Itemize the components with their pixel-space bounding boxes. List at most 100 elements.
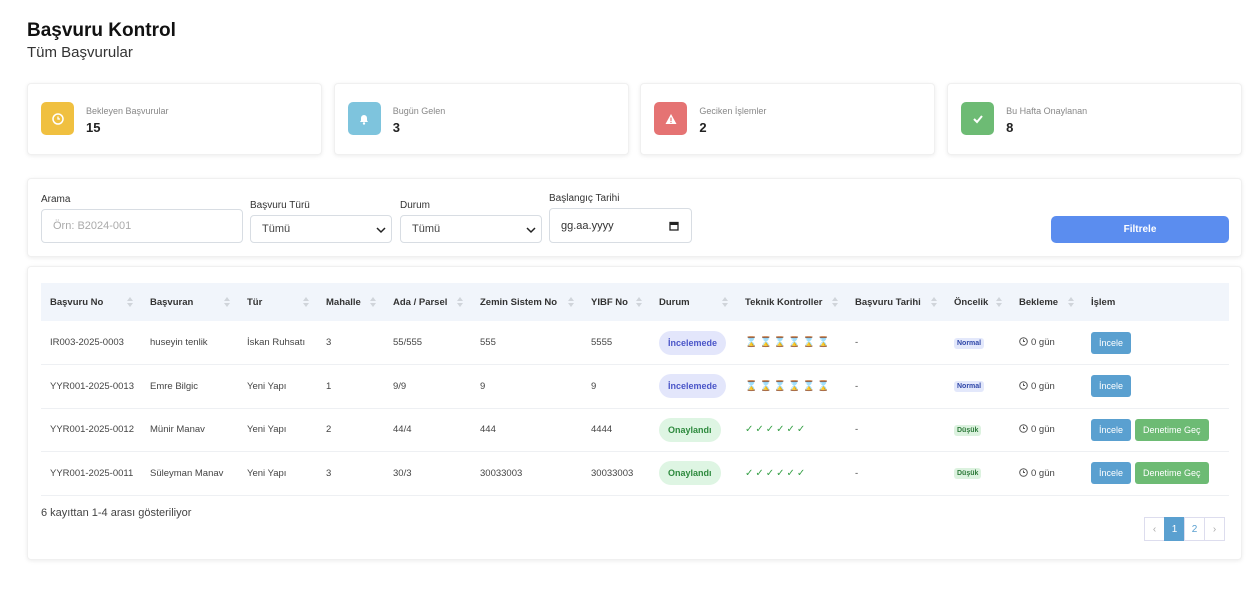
sort-icon[interactable]: [931, 297, 937, 307]
technical-checks: ⌛⌛⌛⌛⌛⌛: [745, 380, 832, 392]
column-title: Teknik Kontroller: [745, 296, 823, 308]
table-cell: 444: [471, 408, 582, 452]
date-cell: -: [846, 364, 945, 409]
table-cell: 9/9: [384, 364, 471, 409]
icon-glyph: [51, 112, 64, 125]
header-row: Başvuru No Başvuran Tür Mahalle Ada / Parsel…: [41, 283, 1229, 321]
table-row: YYR001-2025-0011 Süleyman Manav Yeni Yapı 3…: [41, 451, 1229, 496]
wait-text: 0 gün: [1031, 424, 1055, 436]
status-pill: Onaylandı: [659, 417, 721, 442]
filter-button[interactable]: Filtrele: [1051, 216, 1229, 243]
select-value: Tümü: [262, 223, 291, 235]
action-button[interactable]: İncele: [1091, 331, 1132, 354]
column-title: Tür: [247, 296, 263, 308]
column-title: Başvuru No: [50, 296, 104, 308]
table-card: Başvuru No Başvuran Tür Mahalle Ada / Parsel…: [27, 266, 1242, 560]
table-cell: YYR001-2025-0013: [41, 364, 141, 409]
status-pill: İncelemede: [659, 330, 727, 355]
table-cell: YYR001-2025-0012: [41, 408, 141, 452]
column-title: Mahalle: [326, 296, 361, 308]
sort-icon[interactable]: [224, 297, 230, 307]
table-cell: Münir Manav: [141, 408, 238, 452]
wait-cell: 0 gün: [1010, 321, 1082, 365]
sort-icon[interactable]: [127, 297, 133, 307]
column-header: Bekleme: [1010, 283, 1082, 321]
table-cell: İskan Ruhsatı: [238, 321, 317, 365]
priority-cell: Düşük: [945, 451, 1010, 496]
priority-badge: Normal: [954, 337, 985, 349]
actions-cell: İncele: [1082, 321, 1229, 365]
column-title: Bekleme: [1019, 296, 1059, 308]
sort-icon[interactable]: [636, 297, 642, 307]
chevron-icon: [376, 227, 386, 234]
table-row: YYR001-2025-0012 Münir Manav Yeni Yapı 2 44/…: [41, 408, 1229, 452]
table-cell: 3: [317, 451, 384, 496]
search-input[interactable]: Örn: B2024-001: [41, 209, 243, 243]
actions-cell: İncele Denetime Geç: [1082, 408, 1229, 452]
calendar-icon: [669, 221, 679, 231]
action-button[interactable]: Denetime Geç: [1135, 462, 1209, 485]
table-row: YYR001-2025-0013 Emre Bilgic Yeni Yapı 1 9/9…: [41, 364, 1229, 409]
stat-icon: [347, 102, 381, 135]
stat-label: Bugün Gelen: [392, 106, 446, 116]
actions-cell: İncele Denetime Geç: [1082, 451, 1229, 496]
column-header: Ada / Parsel: [384, 283, 471, 321]
column-title: Ada / Parsel: [393, 296, 448, 308]
page-subtitle: Tüm Başvurular: [27, 44, 133, 61]
sort-icon[interactable]: [722, 297, 728, 307]
actions-cell: İncele: [1082, 364, 1229, 409]
clock-icon: [1019, 380, 1028, 390]
sort-icon[interactable]: [303, 297, 309, 307]
page-button[interactable]: ›: [1204, 517, 1225, 541]
priority-cell: Normal: [945, 321, 1010, 365]
table-row: IR003-2025-0003 huseyin tenlik İskan Ruhsa…: [41, 321, 1229, 365]
action-button[interactable]: İncele: [1091, 418, 1132, 441]
stat-value: 15: [86, 120, 101, 135]
priority-cell: Normal: [945, 364, 1010, 409]
priority-badge: Düşük: [954, 424, 982, 436]
technical-checks: ✓✓✓✓✓✓: [745, 467, 808, 479]
checks-cell: ⌛⌛⌛⌛⌛⌛: [736, 321, 846, 365]
date-input[interactable]: gg.aa.yyyy: [549, 208, 692, 243]
page-button[interactable]: 1: [1164, 517, 1185, 541]
type-select[interactable]: Tümü: [250, 215, 392, 243]
table-cell: Süleyman Manav: [141, 451, 238, 496]
page-button[interactable]: 2: [1184, 517, 1205, 541]
table-cell: 30/3: [384, 451, 471, 496]
stat-card: Bekleyen Başvurular 15: [27, 83, 322, 155]
column-header: İşlem: [1082, 283, 1229, 321]
page-button[interactable]: ‹: [1144, 517, 1165, 541]
sort-icon[interactable]: [568, 297, 574, 307]
stat-label: Geciken İşlemler: [699, 106, 767, 116]
column-header: Mahalle: [317, 283, 384, 321]
table-cell: 44/4: [384, 408, 471, 452]
table-cell: 555: [471, 321, 582, 365]
sort-icon[interactable]: [996, 297, 1002, 307]
table-summary: 6 kayıttan 1-4 arası gösteriliyor: [41, 507, 192, 519]
wait-text: 0 gün: [1031, 380, 1055, 392]
stat-card: Bu Hafta Onaylanan 8: [947, 83, 1243, 155]
column-header: Başvuru Tarihi: [846, 283, 945, 321]
date-placeholder: gg.aa.yyyy: [561, 219, 614, 232]
pagination: ‹ 1 2 ›: [1144, 517, 1225, 541]
date-cell: -: [846, 321, 945, 365]
stat-value: 8: [1006, 120, 1014, 135]
stat-icon: [654, 102, 688, 135]
wait-cell: 0 gün: [1010, 364, 1082, 409]
icon-glyph: [665, 113, 677, 124]
column-header: YIBF No: [582, 283, 650, 321]
clock-icon: [1019, 424, 1028, 434]
sort-icon[interactable]: [1068, 297, 1074, 307]
action-button[interactable]: İncele: [1091, 462, 1132, 485]
priority-badge: Düşük: [954, 468, 982, 480]
table-cell: IR003-2025-0003: [41, 321, 141, 365]
stat-icon: [41, 102, 74, 135]
sort-icon[interactable]: [370, 297, 376, 307]
action-button[interactable]: İncele: [1091, 375, 1132, 398]
status-select[interactable]: Tümü: [400, 215, 542, 243]
sort-icon[interactable]: [457, 297, 463, 307]
sort-icon[interactable]: [832, 297, 838, 307]
stat-label: Bekleyen Başvurular: [86, 106, 169, 116]
action-button[interactable]: Denetime Geç: [1135, 418, 1209, 441]
